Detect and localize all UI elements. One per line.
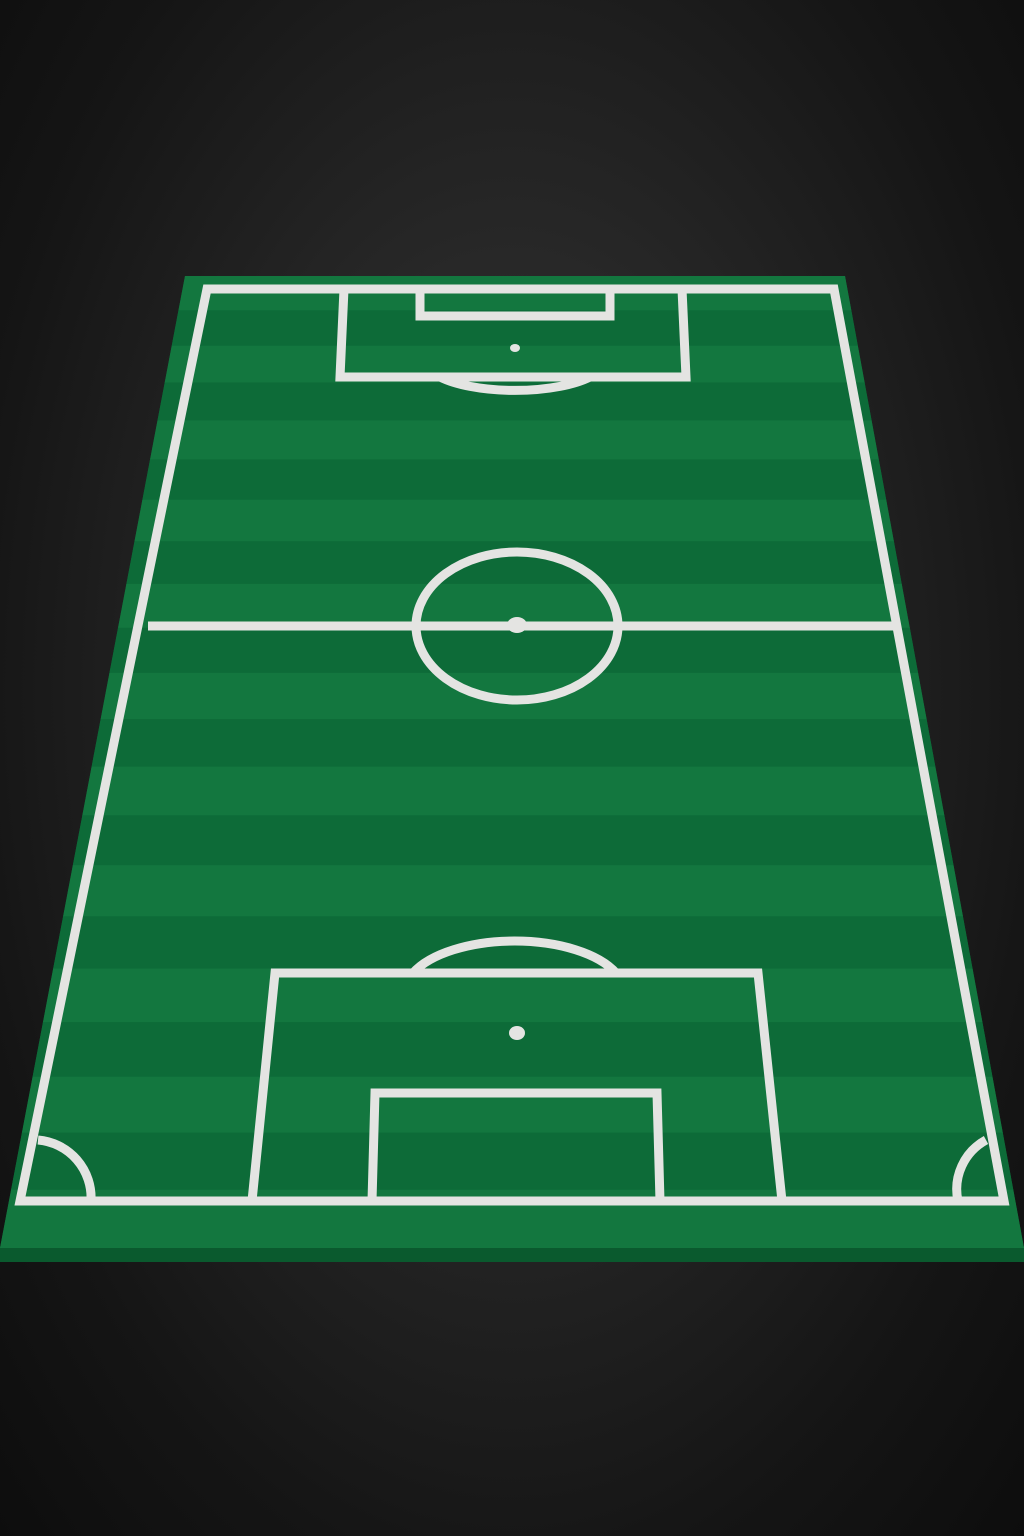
grass-stripe — [0, 499, 1024, 542]
corner-arc-bottom-left — [37, 1135, 96, 1202]
grass-stripe — [0, 420, 1024, 460]
grass-stripe — [0, 815, 1024, 866]
grass-stripe — [0, 1132, 1024, 1191]
grass-stripe — [0, 766, 1024, 816]
bottom-penalty-arc — [409, 936, 620, 977]
grass-stripe — [0, 719, 1024, 768]
field-spots — [507, 344, 527, 1040]
bottom-penalty-spot — [509, 1026, 525, 1040]
top-penalty-spot — [510, 344, 520, 352]
center-circle — [411, 547, 623, 705]
top-goal-area — [415, 289, 615, 321]
grass-stripes — [0, 276, 1024, 1248]
corner-arc-bottom-right — [952, 1136, 989, 1202]
grass-stripe — [0, 865, 1024, 917]
touchline-boundary — [14, 284, 1010, 1206]
top-penalty-arc — [437, 372, 593, 395]
bottom-penalty-area — [247, 968, 787, 1202]
grass-stripe — [0, 1076, 1024, 1134]
pitch-edge — [0, 1248, 1024, 1262]
grass-stripe — [0, 627, 1024, 674]
top-penalty-area — [335, 288, 691, 382]
bottom-goal-area — [367, 1088, 665, 1202]
grass-stripe — [0, 968, 1024, 1023]
center-spot — [507, 617, 527, 633]
